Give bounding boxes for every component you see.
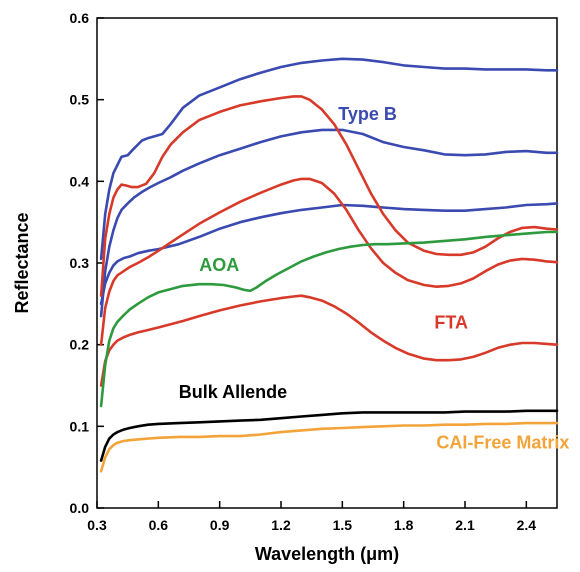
series-line-fta <box>99 95 559 297</box>
x-tick-label: 0.3 <box>87 517 107 533</box>
y-tick-label: 0.0 <box>70 500 90 516</box>
x-tick-label: 0.6 <box>149 517 169 533</box>
label-bulk-allende: Bulk Allende <box>179 382 287 402</box>
y-axis-title: Reflectance <box>12 212 32 313</box>
x-tick-label: 1.5 <box>333 517 353 533</box>
label-cai-free-matrix: CAI-Free Matrix <box>436 432 569 452</box>
y-axis-ticks: 0.0 0.1 0.2 0.3 0.4 0.5 0.6 <box>70 10 104 516</box>
y-tick-label: 0.5 <box>70 92 90 108</box>
x-axis-ticks: 0.3 0.6 0.9 1.2 1.5 1.8 2.1 2.4 <box>87 501 536 533</box>
series-line-type-b <box>99 128 559 318</box>
series-line-bulk-allende <box>99 409 559 462</box>
label-aoa: AOA <box>199 255 239 275</box>
x-tick-label: 1.2 <box>271 517 291 533</box>
y-tick-label: 0.2 <box>70 337 90 353</box>
series-labels: Type B AOA FTA Bulk Allende CAI-Free Matrix <box>179 104 570 452</box>
series-lines <box>99 57 559 473</box>
y-tick-label: 0.4 <box>70 173 90 189</box>
x-tick-label: 1.8 <box>394 517 414 533</box>
y-tick-label: 0.3 <box>70 255 90 271</box>
x-tick-label: 2.1 <box>455 517 475 533</box>
label-fta: FTA <box>434 312 468 332</box>
series-line-fta <box>99 294 559 387</box>
label-type-b: Type B <box>338 104 397 124</box>
series-line-type-b <box>99 57 559 261</box>
series-line-aoa <box>99 230 559 408</box>
x-tick-label: 2.4 <box>517 517 537 533</box>
x-tick-label: 0.9 <box>210 517 230 533</box>
x-axis-title: Wavelength (μm) <box>255 544 399 564</box>
y-tick-label: 0.6 <box>70 10 90 26</box>
series-line-type-b <box>99 202 559 306</box>
series-line-fta <box>99 177 559 346</box>
series-line-cai-free-matrix <box>99 421 559 473</box>
y-tick-label: 0.1 <box>70 418 90 434</box>
